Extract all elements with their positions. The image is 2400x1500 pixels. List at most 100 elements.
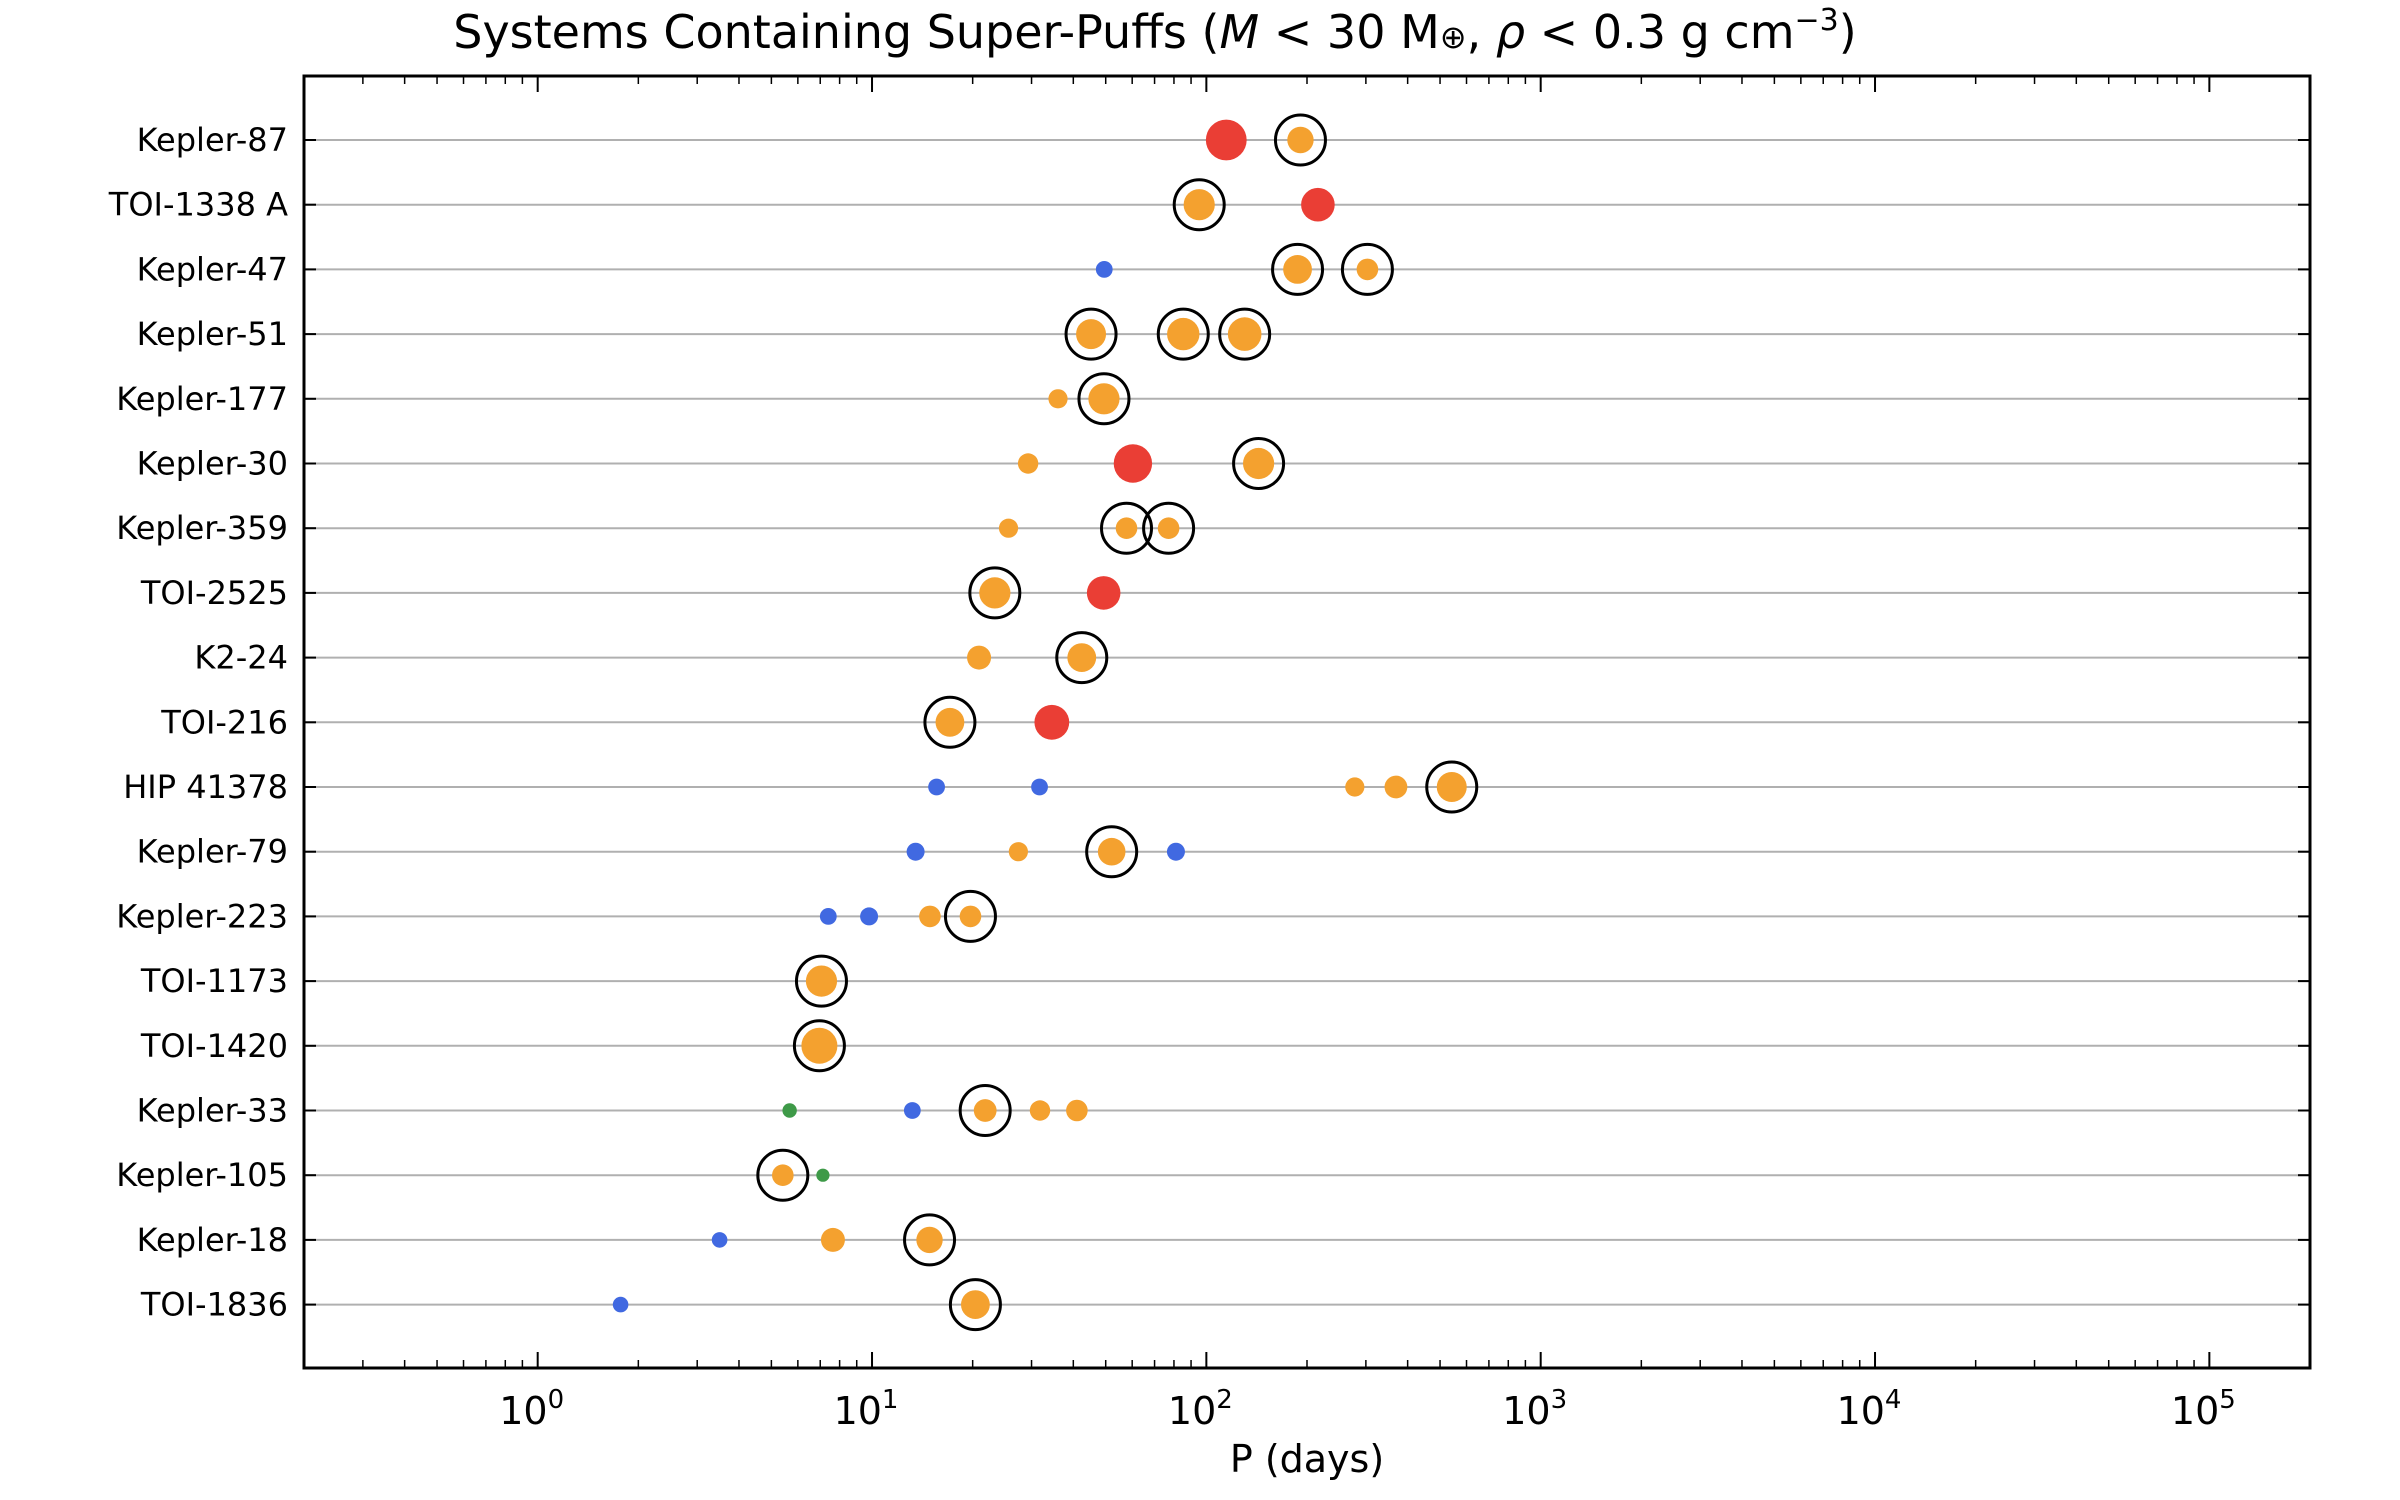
planet-point (1088, 383, 1120, 415)
planet-point (960, 1290, 990, 1319)
planet-point (1242, 447, 1275, 480)
y-tick-label: Kepler-105 (116, 1156, 288, 1194)
planet-point (1166, 842, 1185, 861)
y-tick-label: HIP 41378 (123, 768, 288, 806)
y-tick-label: Kepler-51 (137, 315, 288, 353)
title-rho-symbol: ρ (1496, 5, 1525, 59)
superpuff-ring (1156, 307, 1210, 361)
planet-point (711, 1232, 728, 1248)
y-tick-label: Kepler-87 (137, 121, 288, 159)
planet-point (805, 965, 838, 997)
planet-point (1157, 517, 1180, 539)
planet-point (1095, 261, 1113, 278)
planet-point (1287, 126, 1314, 154)
superpuff-ring (756, 1148, 810, 1202)
superpuff-ring (1273, 113, 1327, 167)
title-suffix: ) (1839, 5, 1857, 59)
y-tick-label: Kepler-79 (137, 833, 288, 871)
planet-point (1066, 1099, 1088, 1122)
y-tick-label: TOI-216 (160, 703, 288, 741)
superpuff-ring (1271, 242, 1325, 296)
chart-title: Systems Containing Super-Puffs (M < 30 M… (453, 3, 1856, 59)
planet-markers (612, 113, 1479, 1332)
planet-point (935, 707, 965, 737)
y-tick-label: Kepler-177 (116, 380, 288, 418)
title-density-exponent: −3 (1795, 3, 1839, 38)
x-tick-label: 101 (834, 1385, 899, 1433)
planet-point (1048, 389, 1068, 409)
planet-point (1008, 842, 1028, 862)
planet-point (1205, 119, 1247, 161)
superpuff-ring (1340, 242, 1394, 296)
planet-point (979, 577, 1011, 609)
planet-point (816, 1168, 830, 1182)
y-tick-label: Kepler-30 (137, 445, 288, 483)
planet-point (919, 905, 941, 928)
planet-point (782, 1103, 797, 1118)
title-m-symbol: M (1219, 5, 1259, 59)
superpuff-ring (923, 695, 977, 749)
planet-point (998, 518, 1019, 538)
superpuff-ring (968, 566, 1022, 620)
superpuff-ring (948, 1278, 1002, 1332)
planet-point (1301, 187, 1335, 222)
x-tick-label: 103 (1502, 1385, 1567, 1433)
planet-point (801, 1027, 838, 1064)
y-tick-label: TOI-1338 A (108, 186, 288, 224)
planet-point (903, 1102, 921, 1119)
planet-point (820, 1227, 845, 1252)
y-tick-labels: Kepler-87 TOI-1338 A Kepler-47 Kepler-51 Kep… (108, 121, 288, 1324)
planet-point (1086, 576, 1121, 610)
superpuff-ring (1218, 307, 1272, 361)
planet-point (1097, 837, 1126, 866)
planet-point (612, 1296, 629, 1313)
y-tick-label: Kepler-223 (116, 897, 288, 935)
planet-point (1436, 772, 1467, 802)
planet-point (1345, 777, 1365, 797)
title-prefix: Systems Containing Super-Puffs ( (453, 5, 1219, 59)
x-axis-label: P (days) (1230, 1437, 1384, 1481)
superpuff-ring (1172, 178, 1226, 232)
y-tick-label: TOI-1420 (140, 1027, 288, 1065)
planet-point (819, 908, 837, 925)
superpuff-ring (1425, 760, 1479, 814)
superpuff-ring (1064, 307, 1118, 361)
x-tick-label: 102 (1168, 1385, 1233, 1433)
superpuff-ring (1232, 437, 1286, 490)
y-tick-label: Kepler-359 (116, 509, 288, 547)
superpuff-ring (943, 889, 997, 943)
planet-point (1017, 453, 1039, 474)
planet-point (928, 778, 945, 796)
title-mass-condition: < 30 M (1259, 5, 1440, 59)
x-tick-label: 105 (2171, 1385, 2236, 1433)
planet-point (959, 905, 982, 928)
planet-point (1356, 258, 1379, 281)
superpuff-ring (1142, 501, 1196, 555)
y-tick-label: TOI-1836 (140, 1286, 288, 1324)
superpuff-ring (1100, 501, 1154, 555)
superpuff-ring (903, 1213, 957, 1267)
planet-point (1227, 317, 1262, 351)
x-tick-labels: 100 101 102 103 104 105 (499, 1385, 2236, 1433)
superpuff-ring (958, 1084, 1012, 1137)
planet-point (1029, 1100, 1051, 1121)
planet-point (1031, 778, 1048, 796)
x-tick-label: 100 (499, 1385, 564, 1433)
superpuff-ring (792, 1019, 846, 1073)
y-tick-label: TOI-2525 (140, 574, 288, 612)
planet-point (967, 645, 992, 670)
planet-point (1076, 319, 1107, 350)
planet-point (1067, 643, 1097, 672)
planet-point (860, 907, 879, 926)
title-earth-symbol: ⊕ (1440, 18, 1467, 56)
planet-point (1113, 444, 1153, 483)
superpuff-ring (1077, 372, 1131, 426)
planet-point (1167, 317, 1200, 351)
y-tick-label: TOI-1173 (140, 962, 288, 1000)
title-density-condition: < 0.3 g cm (1525, 5, 1795, 59)
planet-point (772, 1164, 794, 1186)
planet-point (1183, 189, 1215, 221)
y-tick-label: Kepler-33 (137, 1092, 288, 1130)
title-separator: , (1467, 5, 1496, 59)
